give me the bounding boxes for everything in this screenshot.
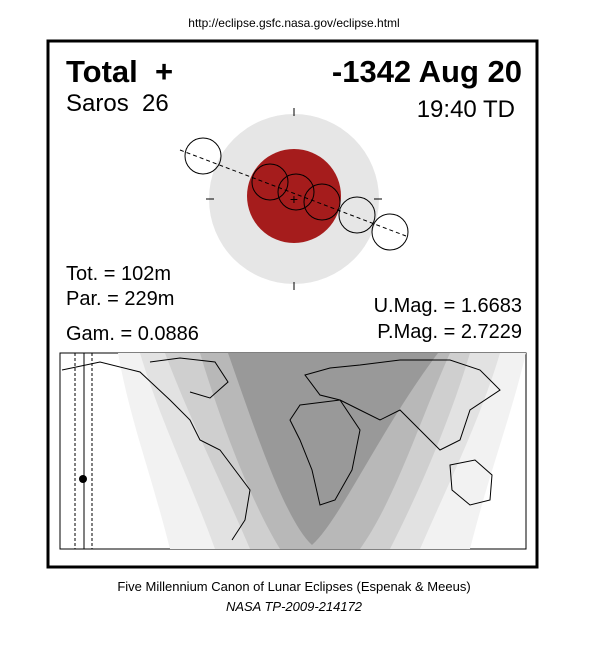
time: 19:40 TD xyxy=(417,96,515,123)
umbral-magnitude: U.Mag. = 1.6683 xyxy=(374,295,522,317)
eclipse-type: Total + xyxy=(66,54,173,89)
partial: Par. = 229m xyxy=(66,288,174,310)
moon-positions xyxy=(184,137,409,251)
footer-source: Five Millennium Canon of Lunar Eclipses … xyxy=(117,579,470,594)
moon-path xyxy=(179,149,407,237)
center-mark: + xyxy=(290,191,298,207)
gamma: Gam. = 0.0886 xyxy=(66,323,199,345)
shadow-diagram: + xyxy=(179,108,409,290)
sub-lunar-point xyxy=(79,475,87,483)
saros: Saros 26 xyxy=(66,90,169,117)
visibility-map xyxy=(59,352,527,550)
frame xyxy=(46,39,539,569)
footer-reference: NASA TP-2009-214172 xyxy=(226,599,363,614)
eclipse-date: -1342 Aug 20 xyxy=(332,54,522,89)
umbral-zone xyxy=(228,353,438,545)
url: http://eclipse.gsfc.nasa.gov/eclipse.htm… xyxy=(188,16,399,30)
coastlines xyxy=(61,357,501,541)
penumbral-magnitude: P.Mag. = 2.7229 xyxy=(377,321,522,343)
totality: Tot. = 102m xyxy=(66,263,171,285)
